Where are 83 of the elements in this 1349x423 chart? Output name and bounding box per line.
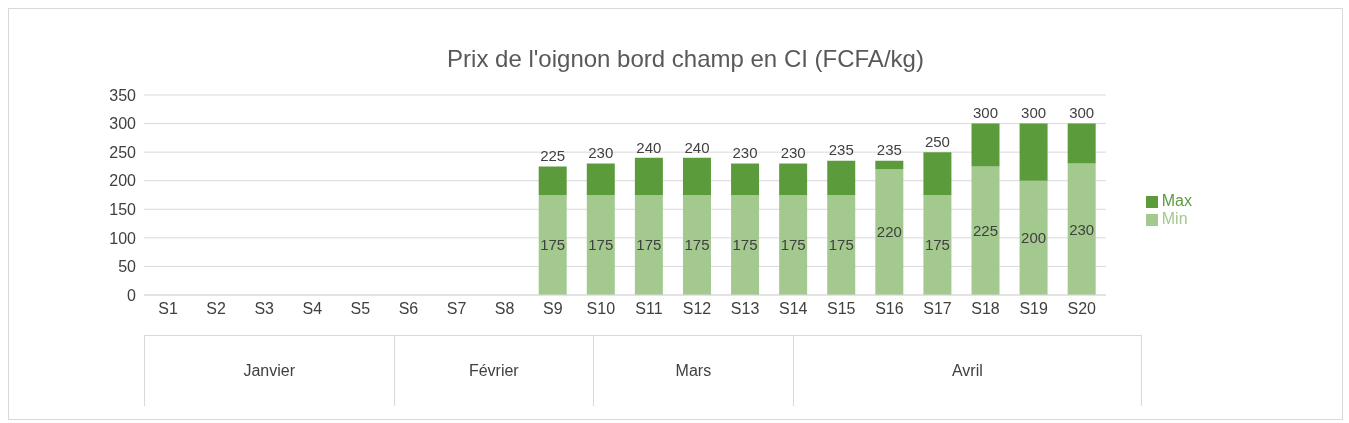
bar: [923, 152, 952, 195]
bar: [634, 195, 663, 295]
bar: [971, 166, 1000, 295]
y-tick-label: 0: [127, 286, 137, 304]
bar: [682, 157, 711, 195]
bar: [586, 195, 615, 295]
y-tick-label: 200: [109, 172, 137, 190]
x-tick-label: S12: [682, 300, 712, 318]
data-label: 175: [780, 236, 806, 254]
legend-label: Min: [1161, 210, 1188, 227]
x-tick-label: S4: [302, 300, 323, 318]
x-tick-label: S1: [158, 300, 178, 318]
total-label: 300: [1069, 104, 1095, 122]
data-label: 175: [924, 236, 950, 254]
y-tick-label: 50: [118, 258, 137, 276]
total-label: 240: [684, 138, 710, 156]
data-label: 175: [540, 236, 566, 254]
x-tick-label: S7: [446, 300, 467, 318]
bar: [682, 195, 711, 295]
x-tick-label: S18: [971, 300, 1000, 318]
bar: [538, 195, 567, 295]
total-label: 235: [828, 141, 854, 159]
bar: [779, 195, 808, 295]
bar: [1067, 163, 1096, 295]
bar: [538, 166, 567, 195]
total-label: 230: [588, 144, 614, 162]
total-label: 300: [972, 104, 999, 122]
x-tick-label: S13: [730, 300, 760, 318]
x-tick-label: S2: [206, 300, 227, 318]
text: Avril: [792, 336, 1142, 406]
data-label: 175: [828, 236, 854, 254]
total-label: 230: [780, 144, 806, 162]
bar: [731, 163, 760, 195]
y-tick-label: 350: [109, 86, 137, 104]
data-label: 175: [636, 236, 662, 254]
data-label: 175: [732, 236, 758, 254]
y-tick-label: 250: [109, 143, 137, 161]
text: Février: [393, 336, 594, 406]
x-tick-label: S17: [923, 300, 952, 318]
bar: [1019, 180, 1048, 295]
bar: [923, 195, 952, 295]
x-tick-label: S16: [875, 300, 904, 318]
data-label: 225: [972, 222, 999, 240]
x-tick-label: S11: [635, 300, 663, 318]
data-label: 220: [876, 223, 902, 241]
x-tick-label: S3: [254, 300, 275, 318]
total-label: 240: [636, 138, 662, 156]
x-tick-label: S8: [494, 300, 515, 318]
y-tick-label: 300: [109, 115, 137, 133]
data-label: 175: [684, 236, 710, 254]
x-tick-label: S14: [778, 300, 808, 318]
text: Mars: [593, 336, 793, 406]
x-tick-label: S5: [350, 300, 371, 318]
y-tick-label: 150: [109, 200, 137, 218]
legend-label: Max: [1161, 192, 1192, 209]
data-label: 175: [588, 236, 614, 254]
bar: [971, 123, 1000, 167]
x-tick-label: S6: [398, 300, 419, 318]
bar: [1067, 123, 1096, 164]
chart-title: Prix de l'oignon bord champ en CI (FCFA/kg): [446, 44, 925, 74]
bar: [731, 195, 760, 295]
data-label: 230: [1069, 220, 1095, 238]
x-tick-label: S19: [1019, 300, 1048, 318]
bar: [875, 169, 904, 295]
x-tick-label: S10: [586, 300, 616, 318]
total-label: 225: [540, 147, 566, 165]
total-label: 230: [732, 144, 758, 162]
bar: [875, 160, 904, 170]
bar: [1019, 123, 1048, 181]
x-tick-label: S20: [1067, 300, 1097, 318]
y-tick-label: 100: [109, 229, 137, 247]
total-label: 250: [924, 132, 950, 150]
total-label: 300: [1021, 104, 1047, 122]
text: Janvier: [144, 336, 394, 406]
x-tick-label: S15: [827, 300, 856, 318]
bar: [827, 195, 856, 295]
bar: [634, 157, 663, 195]
x-tick-label: S9: [542, 300, 563, 318]
bar: [779, 163, 808, 195]
data-label: 200: [1021, 229, 1047, 247]
total-label: 235: [876, 141, 902, 159]
bar: [586, 163, 615, 195]
bar: [827, 160, 856, 195]
